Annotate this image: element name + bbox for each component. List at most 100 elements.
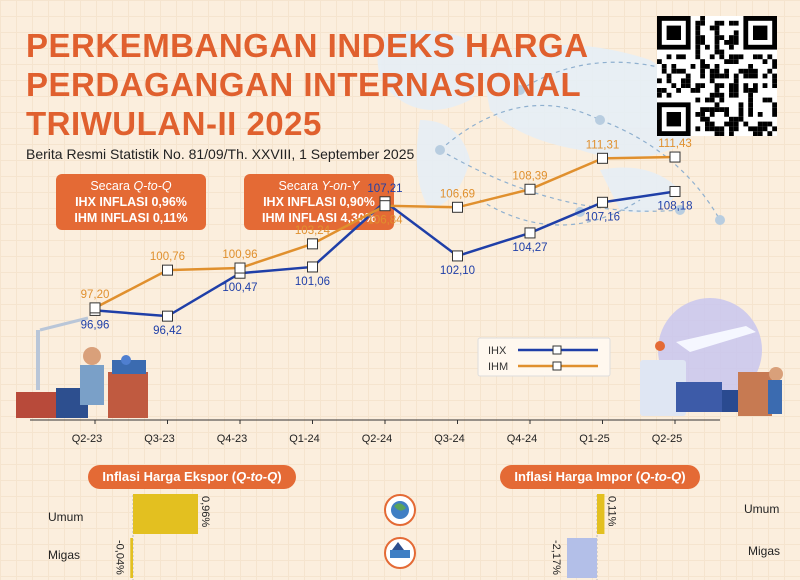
qr-module (753, 83, 758, 88)
qr-module (748, 97, 753, 103)
qr-module (700, 73, 705, 79)
data-point-ihm (307, 238, 318, 250)
x-tick-label: Q2-24 (362, 433, 393, 445)
qr-module (767, 97, 773, 103)
data-point-ihm (452, 201, 463, 213)
qr-module (714, 40, 720, 45)
qr-module (772, 107, 777, 112)
qr-module (700, 64, 705, 69)
qr-module (700, 16, 705, 21)
qr-module (709, 97, 715, 103)
qr-module (724, 68, 729, 74)
qr-module (757, 112, 763, 117)
qr-module (661, 68, 667, 74)
qr-module (719, 131, 725, 136)
qr-module (700, 40, 705, 45)
qr-module (719, 126, 725, 132)
data-point-ihm (234, 262, 246, 274)
qr-module (690, 88, 696, 93)
qr-module (762, 126, 768, 132)
data-label-ihm: 106,69 (440, 188, 475, 200)
qr-module (729, 40, 734, 45)
qr-module (738, 68, 744, 74)
qr-module (729, 44, 734, 50)
summary-qtq-box: Secara Q-to-Q IHX INFLASI 0,96% IHM INFL… (56, 174, 206, 230)
qr-module (753, 88, 758, 93)
qr-module (733, 73, 739, 79)
legend-label: IHX (488, 345, 507, 357)
qr-module (733, 59, 739, 64)
qr-module (714, 64, 720, 69)
qr-module (709, 126, 715, 132)
legend-marker (552, 345, 562, 355)
qr-module (709, 121, 715, 127)
impor-title-prefix: Inflasi Harga Impor ( (514, 469, 641, 484)
ekspor-title-prefix: Inflasi Harga Ekspor ( (102, 469, 237, 484)
qr-module (666, 78, 672, 84)
summary-qtq-line-2: IHM INFLASI 0,11% (74, 211, 188, 225)
data-label-ihx: 101,06 (295, 276, 330, 288)
summary-qtq-heading: Secara Q-to-Q (64, 178, 198, 194)
qr-module (729, 35, 734, 40)
ekspor-title-em: Q-to-Q (236, 469, 278, 484)
qr-module (762, 121, 768, 127)
impor-bar (567, 538, 597, 578)
qr-module (661, 88, 667, 93)
qr-module (743, 68, 749, 74)
data-point-ihm (89, 302, 101, 314)
data-label-ihm: 111,43 (658, 138, 691, 150)
qr-module (724, 121, 729, 127)
qr-module (714, 35, 720, 40)
title-line-1: PERKEMBANGAN INDEKS HARGA (26, 27, 589, 64)
qr-module (709, 54, 715, 60)
qr-module (772, 64, 777, 69)
qr-module (685, 83, 691, 88)
qr-module (709, 73, 715, 79)
qr-module (705, 97, 710, 103)
qr-module (729, 88, 734, 93)
qr-module (724, 73, 729, 79)
data-label-ihx: 104,27 (512, 242, 547, 254)
qr-module (772, 73, 777, 79)
impor-category-migas: Migas (748, 544, 781, 558)
qr-module (729, 20, 734, 26)
x-tick-label: Q3-23 (144, 433, 175, 445)
data-label-ihm: 100,76 (150, 251, 185, 263)
qr-module (681, 54, 686, 60)
qr-module (714, 20, 720, 26)
qr-module (709, 78, 715, 84)
impor-title-em: Q-to-Q (640, 469, 682, 484)
summary-qtq-heading-em: Q-to-Q (133, 179, 172, 193)
qr-module (772, 83, 777, 88)
page-title: PERKEMBANGAN INDEKS HARGA PERDAGANGAN IN… (26, 26, 646, 143)
qr-module (772, 126, 777, 132)
qr-module (714, 44, 720, 50)
qr-module (671, 64, 677, 69)
qr-module (700, 68, 705, 74)
qr-module (733, 30, 739, 36)
qr-module (729, 121, 734, 127)
qr-module (695, 25, 701, 31)
qr-module (719, 92, 725, 98)
qr-module (700, 59, 705, 64)
data-label-ihm: 97,20 (81, 289, 110, 301)
qr-module (676, 54, 681, 60)
qr-module (743, 121, 749, 127)
qr-module (772, 59, 777, 64)
impor-inflation-title: Inflasi Harga Impor (Q-to-Q) (500, 465, 700, 489)
data-point-ihm (597, 152, 608, 164)
qr-module (714, 83, 720, 88)
data-point-ihm (524, 183, 536, 195)
qr-module (757, 131, 763, 136)
qr-module (657, 88, 662, 93)
x-tick-label: Q1-25 (579, 433, 610, 445)
qr-module (714, 49, 720, 55)
impor-category-umum: Umum (744, 502, 780, 516)
qr-module (705, 121, 710, 127)
data-label-ihx: 102,10 (440, 265, 475, 277)
qr-module (700, 20, 705, 26)
qr-finder (666, 112, 681, 127)
